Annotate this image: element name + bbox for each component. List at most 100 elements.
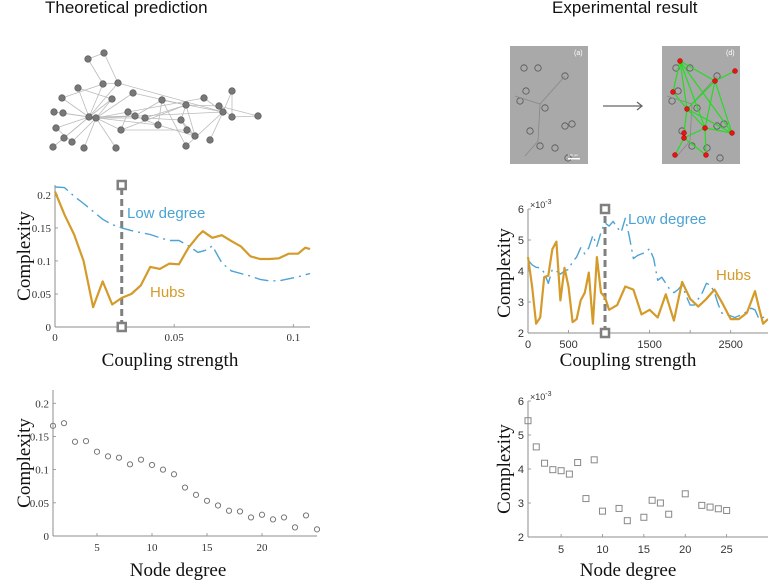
cell-blob (551, 144, 559, 152)
scatter-point (104, 453, 112, 460)
y-tick-label: 0 (44, 531, 50, 543)
x-tick-label: 500 (559, 339, 577, 351)
scatter-point (214, 502, 222, 509)
arrow-icon (636, 101, 644, 111)
network-node (228, 113, 236, 121)
y-tick-label: 5 (518, 235, 524, 247)
exp-network-edge (679, 60, 688, 110)
y-tick-label: 0.2 (37, 190, 51, 202)
y-tick-label: 0 (46, 322, 52, 334)
exp-network-edge (704, 80, 716, 129)
exp-network-edge (704, 127, 707, 156)
network-node (219, 108, 227, 116)
network-edge (161, 99, 187, 147)
network-node (108, 95, 116, 103)
y-exponent-power: -3 (545, 391, 551, 398)
y-exponent-label: ×10-3 (530, 199, 552, 210)
scatter-point (615, 504, 623, 512)
network-edge (209, 111, 224, 141)
cell-blob (693, 104, 701, 112)
theory-coupling-chart: 0 0.05 0.1 0.15 0.2 0 0.05 0.1 Coupling strength… (14, 179, 311, 371)
scatter-point (225, 507, 233, 514)
network-edge (88, 82, 119, 118)
x-axis-label: Node degree (580, 560, 677, 581)
y-tick-label: 4 (518, 464, 524, 476)
network-edge (134, 99, 163, 117)
network-edge (231, 115, 259, 118)
scatter-point (656, 499, 664, 507)
cell-blob (568, 120, 576, 128)
x-tick-label: 2500 (718, 339, 742, 351)
x-tick-label: 15 (202, 542, 214, 554)
network-node (154, 121, 162, 129)
network-node (191, 132, 199, 140)
scatter-point (192, 491, 200, 498)
scatter-point (524, 417, 532, 425)
exp-network-node (703, 152, 709, 158)
scale-bar (568, 158, 580, 160)
scatter-point (582, 495, 590, 503)
low-degree-annotation: Low degree (127, 205, 205, 222)
cell-blob (541, 104, 549, 112)
threshold-marker-bottom (599, 327, 611, 339)
scatter-point (115, 454, 123, 461)
network-edge (95, 111, 224, 119)
network-node (92, 114, 100, 122)
network-node (117, 126, 125, 134)
exp-network-edge (714, 80, 733, 134)
scatter-point (203, 497, 211, 504)
scatter-point (640, 513, 648, 521)
scatter-point (541, 459, 549, 467)
exp-network-node (681, 135, 687, 141)
network-edge (95, 117, 117, 149)
scatter-point (714, 505, 722, 513)
network-edge (88, 83, 104, 118)
scatter-point (557, 467, 565, 475)
network-edge (53, 111, 90, 118)
network-edge (157, 124, 196, 137)
network-edge (222, 90, 233, 113)
experimental-result-title: Experimental result (552, 0, 698, 17)
y-exponent-power: -3 (545, 199, 551, 206)
micrograph-label: (a) (574, 50, 583, 57)
scatter-point (148, 461, 156, 469)
y-tick-label: 6 (518, 396, 524, 408)
threshold-marker-top (116, 179, 127, 191)
scatter-point (698, 501, 706, 509)
exp-network-edge (672, 91, 688, 110)
cell-blob (561, 72, 569, 80)
network-edge (144, 104, 187, 119)
exp-network-node (729, 130, 735, 136)
x-tick-label: 20 (679, 544, 691, 556)
experiment-coupling-chart: 2 3 4 5 6 0 500 1500 2500 ×10-3 Coupling strength C… (494, 199, 768, 371)
y-tick-label: 6 (518, 204, 524, 216)
scatter-point (574, 459, 582, 467)
network-edge (95, 117, 122, 131)
network-edge (120, 104, 187, 131)
exp-network-edge (686, 108, 733, 134)
network-node (131, 112, 139, 120)
scatter-point (313, 526, 321, 533)
network-edge (185, 104, 220, 107)
scatter-point (71, 438, 79, 445)
network-edge (87, 58, 104, 85)
network-node (183, 126, 191, 134)
micrograph-background (662, 46, 740, 164)
scatter-point (302, 512, 310, 519)
low-degree-series-line (54, 186, 311, 282)
scatter-point (170, 471, 178, 478)
scatter-point (126, 461, 134, 468)
micrograph-d: (d) (662, 46, 740, 164)
network-edge (157, 99, 163, 126)
exp-network-edge (683, 108, 688, 134)
y-tick-label: 2 (518, 532, 524, 544)
scatter-point (258, 511, 266, 518)
exp-network-edge (672, 60, 681, 93)
x-tick-label: 10 (147, 542, 159, 554)
experiment-degree-chart: 2 3 4 5 6 5 10 15 20 25 ×10-3 Node degree Complexity (494, 391, 768, 581)
cell-blob (526, 127, 534, 135)
exp-network-node (672, 152, 678, 158)
network-edge (103, 52, 119, 84)
network-node (200, 94, 208, 102)
